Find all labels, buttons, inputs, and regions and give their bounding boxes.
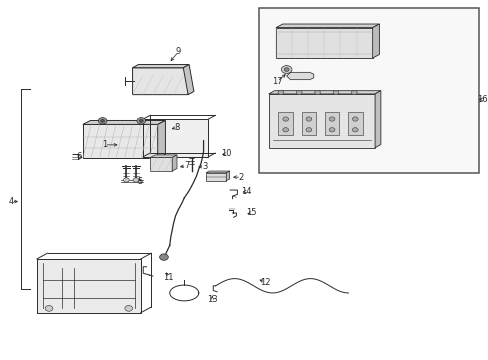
Circle shape [139,120,143,122]
Bar [324,112,339,135]
Text: 16: 16 [476,95,487,104]
Circle shape [277,90,283,95]
Text: 11: 11 [163,273,174,282]
Polygon shape [157,121,165,158]
Circle shape [314,90,320,95]
Text: 14: 14 [241,187,251,196]
Text: 5: 5 [137,177,142,186]
Text: 13: 13 [206,294,217,303]
Polygon shape [275,24,379,28]
Circle shape [123,178,129,182]
Text: 7: 7 [183,161,189,170]
Circle shape [328,128,334,132]
Polygon shape [143,119,208,157]
Polygon shape [205,171,229,173]
Text: 4: 4 [9,197,14,206]
Circle shape [296,90,302,95]
Polygon shape [82,121,165,125]
Text: 6: 6 [76,152,81,161]
Polygon shape [275,28,372,58]
Text: 9: 9 [176,47,181,56]
Circle shape [45,306,53,311]
Polygon shape [150,157,172,171]
Bar [259,8,478,173]
Text: 10: 10 [221,149,231,158]
Polygon shape [268,94,374,148]
Polygon shape [286,72,313,80]
Bar [347,112,362,135]
Polygon shape [183,64,194,95]
Circle shape [101,120,104,122]
Circle shape [305,117,311,121]
Polygon shape [132,68,188,95]
Circle shape [281,66,291,73]
Polygon shape [172,155,177,171]
Circle shape [133,178,139,182]
Polygon shape [226,171,229,181]
Circle shape [137,118,145,124]
Polygon shape [205,173,226,181]
Circle shape [282,117,288,121]
Circle shape [305,128,311,132]
Circle shape [284,68,288,71]
Circle shape [352,117,357,121]
Polygon shape [372,24,379,58]
Text: 1: 1 [102,140,107,149]
Bar [301,112,315,135]
Circle shape [351,90,356,95]
Polygon shape [268,91,380,94]
Text: 3: 3 [202,162,207,171]
Text: 8: 8 [174,123,179,132]
Polygon shape [82,125,157,158]
Text: 15: 15 [245,208,256,217]
Circle shape [328,117,334,121]
Bar [278,112,292,135]
Circle shape [124,306,132,311]
Polygon shape [132,64,189,68]
Text: 17: 17 [271,77,282,86]
Polygon shape [150,155,177,157]
Text: 12: 12 [260,278,270,287]
Text: 2: 2 [238,173,244,182]
Circle shape [282,128,288,132]
Circle shape [352,128,357,132]
Circle shape [159,254,168,260]
Polygon shape [374,91,380,148]
Circle shape [332,90,338,95]
Circle shape [98,118,107,124]
Polygon shape [37,259,141,313]
